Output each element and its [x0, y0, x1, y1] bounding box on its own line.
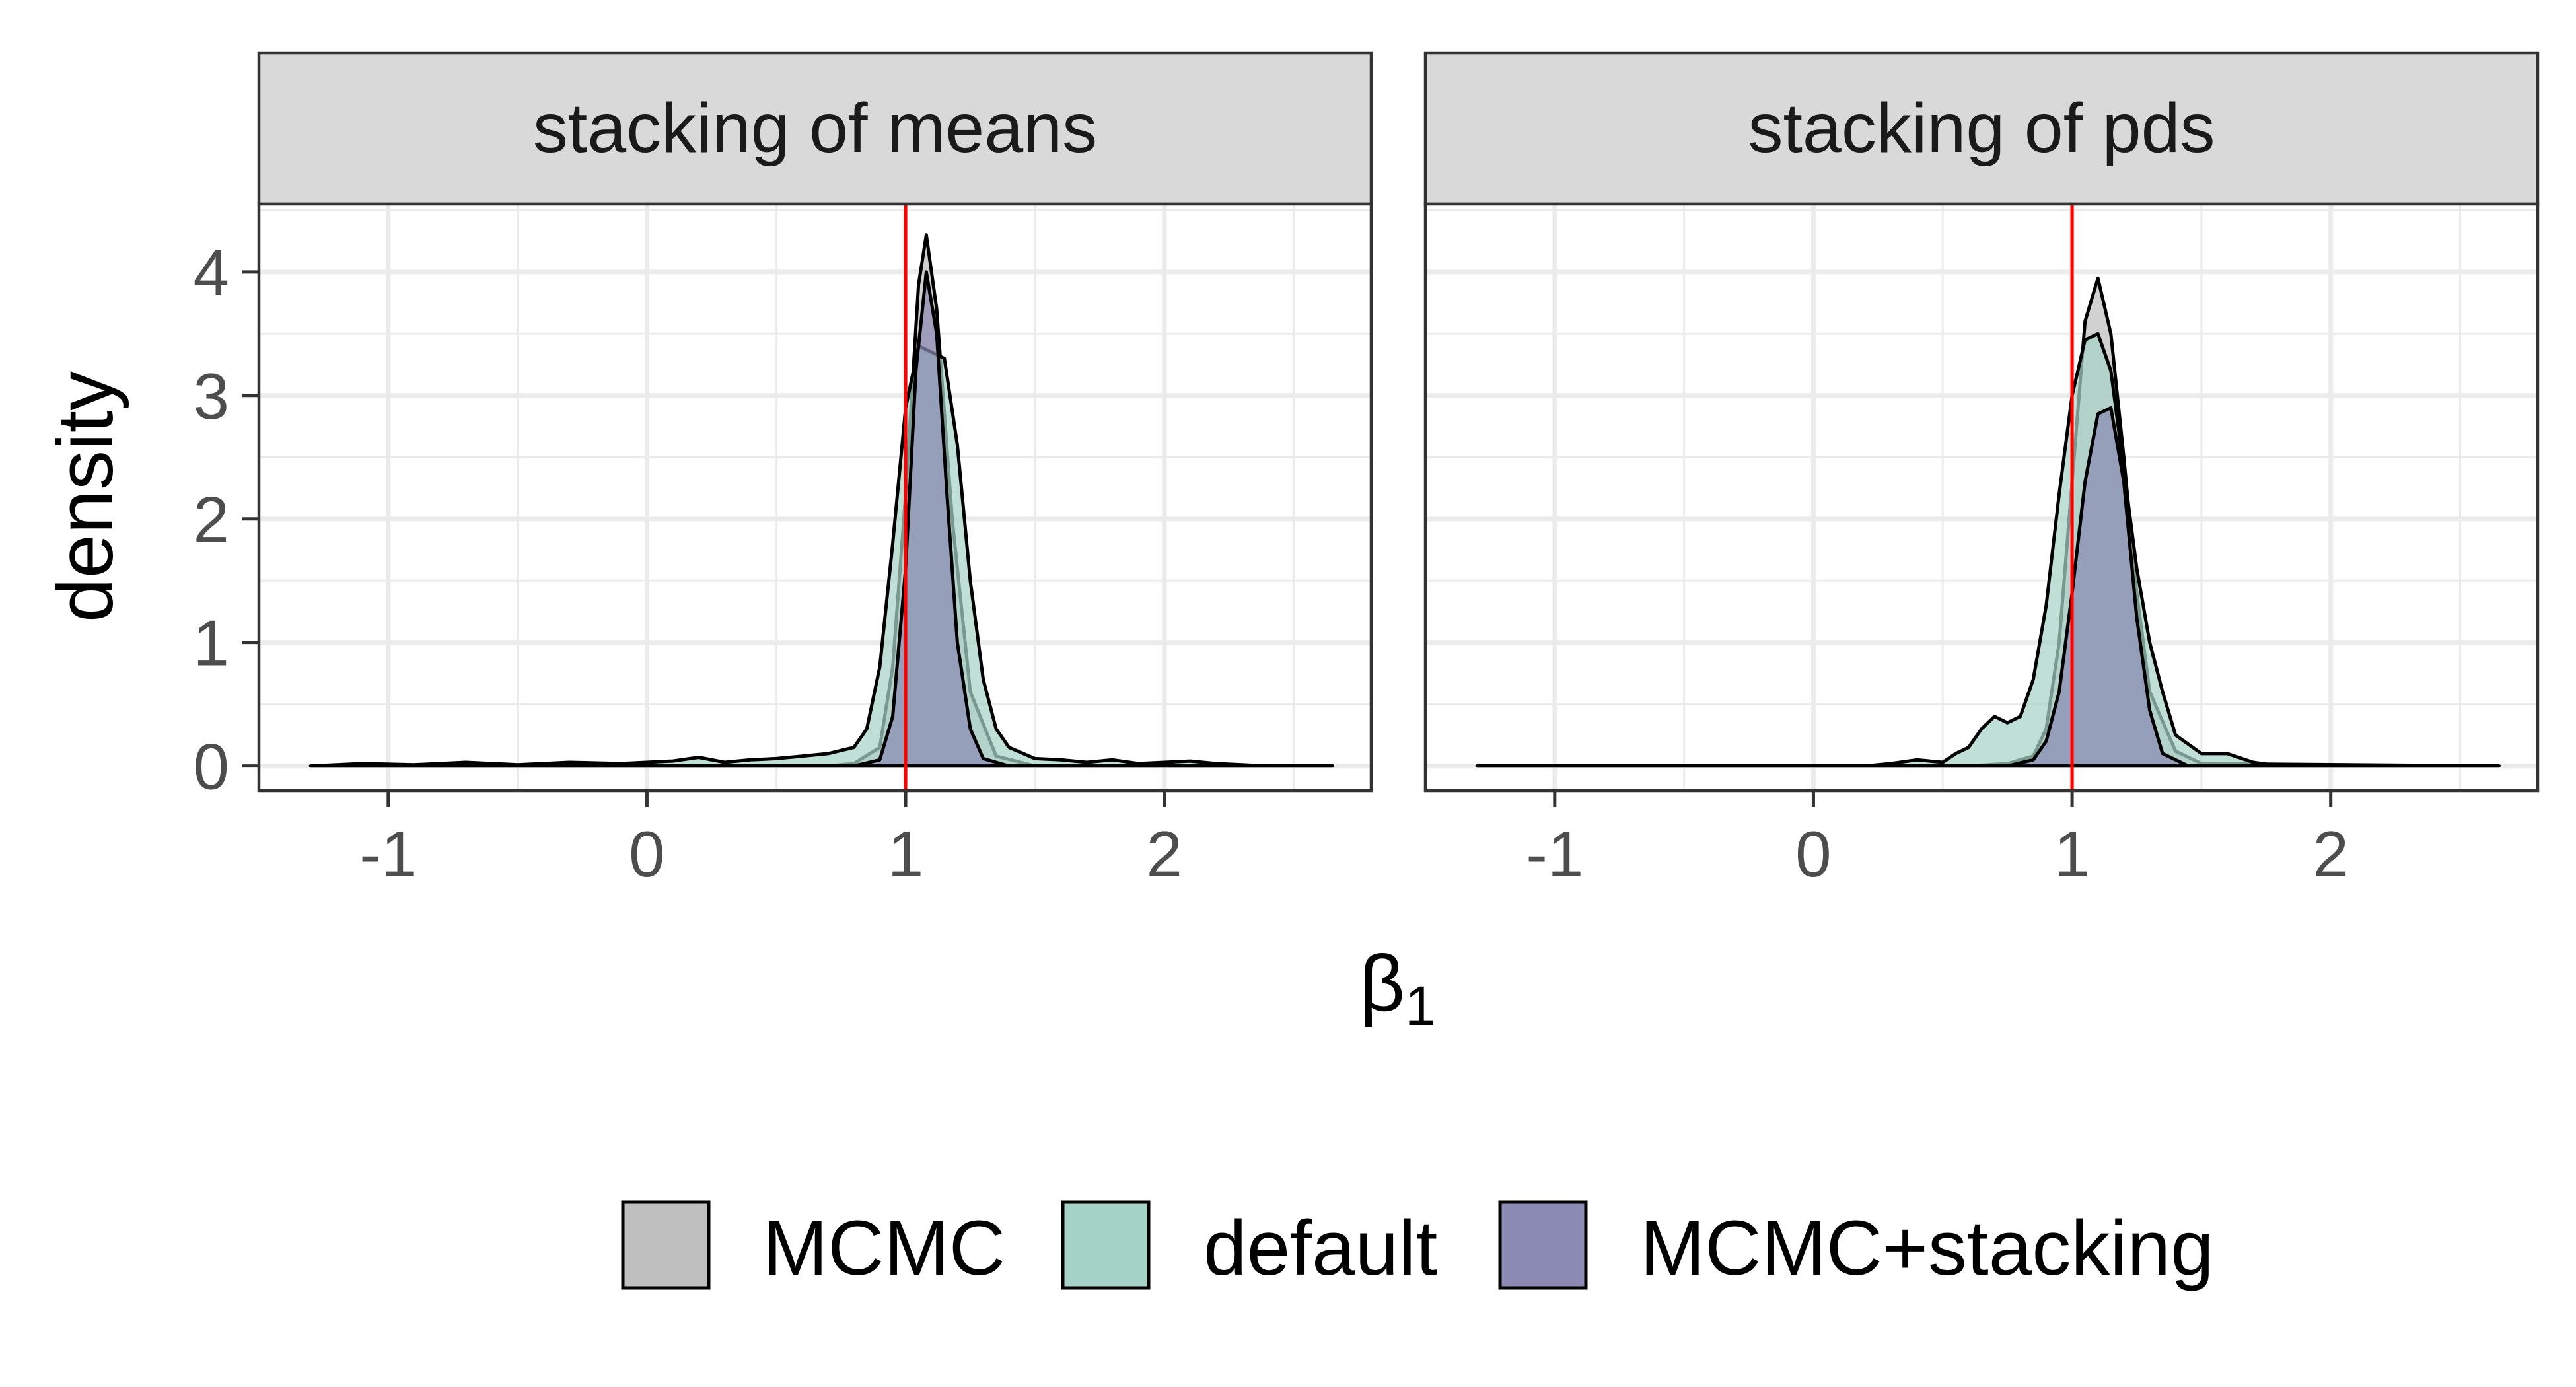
y-tick-label: 1	[193, 607, 229, 680]
panel-title: stacking of pds	[1748, 89, 2215, 167]
x-axis: -1 0 1 2	[359, 791, 1182, 890]
y-tick-label: 0	[193, 730, 229, 803]
x-tick-label: 2	[2312, 818, 2349, 890]
x-axis-title: β1	[1359, 939, 1436, 1037]
y-tick-label: 3	[193, 360, 229, 433]
x-axis-title-subscript: 1	[1405, 975, 1436, 1037]
strip-background	[257, 51, 1373, 206]
legend-label-mcmc: MCMC	[763, 1205, 1005, 1292]
x-tick-label: 0	[1795, 818, 1832, 890]
legend: MCMC default MCMC+stacking	[621, 1200, 2214, 1292]
density-mcmc-stacking	[1475, 406, 2501, 768]
y-axis-title: density	[41, 371, 129, 622]
panel-stacking-of-pds: stacking of pds -1 0 1 2	[1423, 51, 2540, 890]
y-tick-label: 4	[193, 236, 229, 309]
plot-border	[257, 202, 1373, 793]
legend-key-mcmc-stacking	[1498, 1200, 1588, 1290]
legend-key-mcmc	[621, 1200, 711, 1290]
x-tick-label: 2	[1146, 818, 1182, 890]
legend-key-default	[1061, 1200, 1151, 1290]
panel-title: stacking of means	[533, 89, 1097, 167]
panel-stacking-of-means: stacking of means -1 0 1 2 0 1 2 3 4	[193, 51, 1373, 890]
x-tick-label: 1	[2054, 818, 2091, 890]
plot-background	[1425, 204, 2538, 791]
x-tick-label: -1	[1526, 818, 1583, 890]
plot-border	[1423, 202, 2540, 793]
x-tick-label: 0	[629, 818, 665, 890]
y-axis: 0 1 2 3 4	[193, 236, 259, 803]
density-mcmc-stacking	[308, 270, 1334, 768]
x-axis: -1 0 1 2	[1526, 791, 2349, 890]
x-axis-title-symbol: β	[1359, 939, 1405, 1028]
plot-background	[259, 204, 1371, 791]
x-tick-label: 1	[888, 818, 924, 890]
y-tick-label: 2	[193, 483, 229, 556]
strip-background	[1423, 51, 2540, 206]
legend-label-mcmc-stacking: MCMC+stacking	[1640, 1205, 2214, 1292]
legend-label-default: default	[1203, 1205, 1437, 1292]
density-areas	[308, 233, 1334, 768]
x-tick-label: -1	[359, 818, 417, 890]
